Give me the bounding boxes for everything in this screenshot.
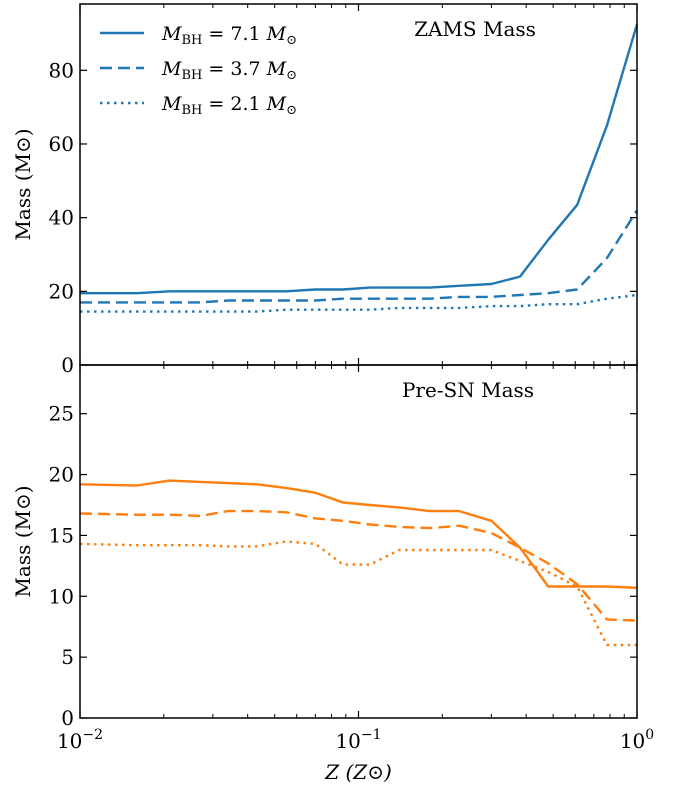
x-tick-label: 10−2 [57,727,103,753]
plot-frame [79,364,638,719]
legend-entry: MBH = 2.1 M⊙ [161,93,297,118]
y-tick-label: 25 [49,402,74,426]
y-tick-label: 40 [49,206,74,230]
series-line-dotted [80,293,638,313]
panel-annotation: ZAMS Mass [414,17,536,41]
y-tick-label: 80 [49,58,74,82]
y-tick-label: 15 [49,523,74,547]
y-tick-label: 0 [61,353,74,377]
series-line-dotted [79,540,637,647]
x-tick-label: 100 [620,727,654,753]
y-tick-label: 20 [49,279,74,303]
panel-presn: 0 5 10 15 20 25 Mass (M⊙) Pre-SN Mass 10−2 10−1 10… [11,364,654,784]
series-line-dashed [79,509,638,622]
series-line-dashed [80,209,639,304]
panel-annotation: Pre-SN Mass [402,378,534,402]
x-tick-label: 10−1 [335,727,381,753]
y-axis-label: Mass (M⊙) [11,485,35,597]
series-line-solid [80,23,639,295]
y-tick-label: 0 [61,706,74,730]
legend: MBH = 7.1 M⊙ MBH = 3.7 M⊙ MBH = 2.1 M⊙ [100,23,297,118]
y-tick-label: 5 [61,645,74,669]
y-tick-label: 10 [49,584,74,608]
y-axis-label: Mass (M⊙) [11,128,35,240]
y-tick-label: 60 [49,132,74,156]
legend-entry: MBH = 3.7 M⊙ [161,58,297,83]
x-axis-label: Z (Z⊙) [324,760,392,784]
legend-entry: MBH = 7.1 M⊙ [161,23,297,48]
y-tick-label: 20 [49,463,74,487]
series-line-solid [79,479,638,589]
